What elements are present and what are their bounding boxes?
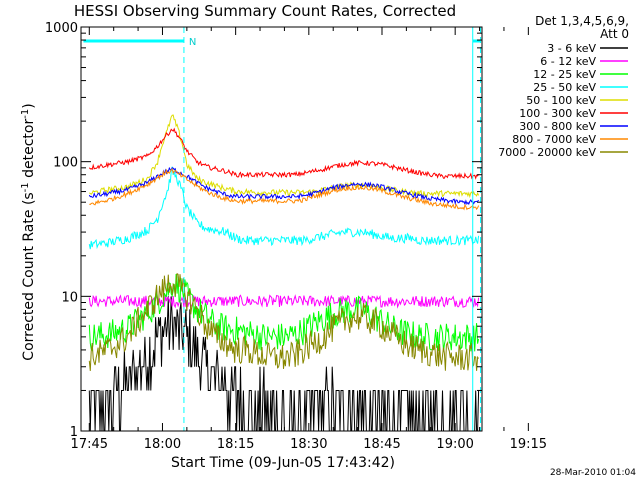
y-tick-label: 10	[61, 290, 78, 305]
y-tick-label: 1	[70, 425, 78, 440]
series-line	[88, 166, 480, 250]
legend-entry-label: 100 - 300 keV	[519, 107, 596, 120]
legend-entry-label: 800 - 7000 keV	[512, 133, 596, 146]
legend-entry-label: 300 - 800 keV	[519, 120, 596, 133]
x-tick-label: 19:00	[436, 437, 473, 452]
legend-header-line2: Att 0	[600, 27, 629, 41]
chart-title: HESSI Observing Summary Count Rates, Cor…	[74, 2, 456, 20]
legend-entry-label: 7000 - 20000 keV	[498, 146, 596, 159]
legend-header-line1: Det 1,3,4,5,6,9,	[535, 14, 629, 28]
series-line	[89, 168, 480, 211]
legend-entry-label: 6 - 12 keV	[540, 55, 596, 68]
y-tick-label: 100	[53, 156, 78, 171]
plot-area: N	[83, 27, 482, 431]
series-line	[88, 166, 479, 206]
y-axis-label-sup1: -1	[20, 182, 31, 192]
x-axis-ticks: 17:45 18:00 18:15 18:30 18:45 19:00 19:15	[71, 27, 547, 452]
flag-label: N	[189, 37, 196, 48]
series-line	[88, 296, 480, 431]
x-tick-label: 18:45	[363, 437, 400, 452]
y-axis-label-mid: detector	[21, 119, 37, 183]
y-axis-label: Corrected Count Rate (s-1 detector-1)	[20, 103, 37, 360]
night-markers: N	[83, 27, 482, 431]
series-line	[88, 272, 479, 371]
y-tick-label: 1000	[45, 21, 78, 36]
series-line	[89, 114, 480, 199]
x-tick-label: 18:00	[144, 437, 181, 452]
legend-entry-label: 3 - 6 keV	[547, 42, 596, 55]
y-axis-label-main: Corrected Count Rate (s	[21, 192, 37, 360]
plot-frame	[80, 26, 483, 432]
legend-entry-label: 25 - 50 keV	[533, 81, 596, 94]
x-tick-label: 18:30	[290, 437, 327, 452]
legend-entry-label: 12 - 25 keV	[533, 68, 596, 81]
y-axis-label-end: )	[21, 103, 37, 108]
y-axis-ticks: 1 10 100 1000	[45, 21, 482, 440]
x-axis-label: Start Time (09-Jun-05 17:43:42)	[171, 455, 395, 471]
footer-date: 28-Mar-2010 01:04	[550, 468, 636, 478]
y-axis-label-sup2: -1	[20, 109, 31, 119]
x-tick-label: 17:45	[71, 437, 108, 452]
series-line	[88, 127, 480, 180]
x-tick-label: 18:15	[217, 437, 254, 452]
legend-entry-label: 50 - 100 keV	[526, 94, 596, 107]
series-layer	[88, 114, 480, 431]
x-tick-label: 19:15	[510, 437, 547, 452]
